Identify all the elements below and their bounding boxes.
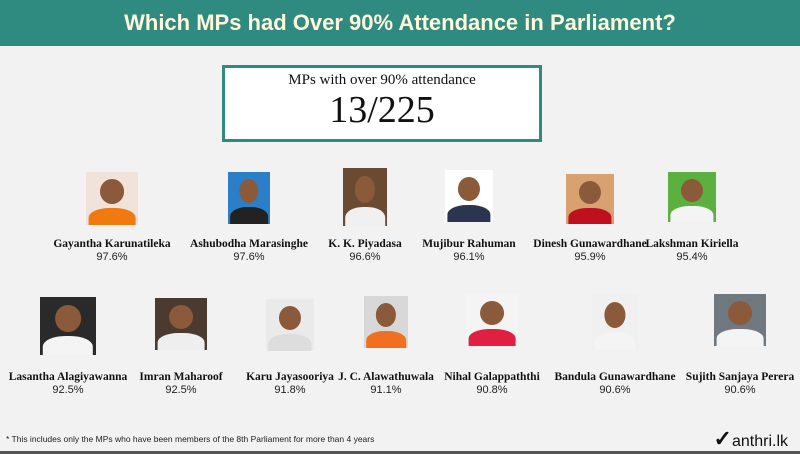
stat-label: MPs with over 90% attendance [288, 72, 476, 88]
mp-name: Dinesh Gunawardhane [533, 238, 647, 250]
bottom-bar [0, 451, 800, 454]
check-icon: ✓ [713, 426, 732, 451]
mp-name: Nihal Galappaththi [444, 371, 540, 383]
mp-attendance: 92.5% [52, 384, 84, 396]
mp-name: Sujith Sanjaya Perera [685, 371, 795, 383]
mp-photo [714, 294, 766, 346]
mp-card: K. K. Piyadasa 96.6% [280, 168, 450, 263]
mp-name: Lasantha Alagiyawanna [8, 371, 128, 383]
mp-name: Gayantha Karunatileka [53, 238, 171, 250]
stat-value: 13/225 [329, 89, 435, 131]
mp-attendance: 91.1% [370, 384, 402, 396]
mp-name: Karu Jayasooriya [246, 371, 334, 383]
mp-name: Mujibur Rahuman [422, 238, 516, 250]
mp-photo [155, 298, 207, 350]
manthri-logo: ✓anthri.lk [713, 426, 788, 451]
mp-card: J. C. Alawathuwala 91.1% [301, 296, 471, 396]
mp-card: Dinesh Gunawardhane 95.9% [505, 174, 675, 263]
page-title: Which MPs had Over 90% Attendance in Par… [0, 0, 800, 46]
mp-name: K. K. Piyadasa [328, 238, 402, 250]
mp-attendance: 90.6% [724, 384, 756, 396]
mp-photo [40, 297, 96, 355]
mp-photo [86, 172, 138, 225]
stat-box: MPs with over 90% attendance 13/225 [222, 65, 542, 142]
mp-card: Gayantha Karunatileka 97.6% [27, 172, 197, 263]
mp-photo [445, 170, 493, 222]
mp-attendance: 96.6% [349, 251, 381, 263]
mp-photo [466, 294, 518, 346]
mp-attendance: 96.1% [453, 251, 485, 263]
mp-card: Lasantha Alagiyawanna 92.5% [0, 297, 153, 396]
mp-photo [343, 168, 387, 226]
mp-name: Lakshman Kiriella [645, 238, 739, 250]
mp-card: Bandula Gunawardhane 90.6% [530, 294, 700, 396]
mp-name: Ashubodha Marasinghe [190, 238, 308, 250]
mp-card: Lakshman Kiriella 95.4% [607, 172, 777, 263]
mp-photo [668, 172, 716, 222]
mp-photo [364, 296, 408, 348]
mp-attendance: 91.8% [274, 384, 306, 396]
mp-photo [266, 299, 314, 351]
mp-name: Imran Maharoof [139, 371, 223, 383]
mp-attendance: 90.6% [599, 384, 631, 396]
mp-attendance: 90.8% [476, 384, 508, 396]
mp-card: Ashubodha Marasinghe 97.6% [164, 172, 334, 263]
mp-card: Mujibur Rahuman 96.1% [384, 170, 554, 263]
mp-attendance: 95.4% [676, 251, 708, 263]
mp-attendance: 92.5% [165, 384, 197, 396]
mp-card: Sujith Sanjaya Perera 90.6% [655, 294, 800, 396]
mp-card: Karu Jayasooriya 91.8% [205, 299, 375, 396]
mp-photo [566, 174, 614, 224]
footnote: * This includes only the MPs who have be… [6, 434, 375, 444]
mp-attendance: 95.9% [574, 251, 606, 263]
mp-photo [228, 172, 270, 224]
mp-name: Bandula Gunawardhane [554, 371, 676, 383]
mp-attendance: 97.6% [233, 251, 265, 263]
mp-attendance: 97.6% [96, 251, 128, 263]
mp-name: J. C. Alawathuwala [338, 371, 434, 383]
mp-card: Nihal Galappaththi 90.8% [407, 294, 577, 396]
mp-card: Imran Maharoof 92.5% [96, 298, 266, 396]
mp-photo [592, 294, 638, 350]
